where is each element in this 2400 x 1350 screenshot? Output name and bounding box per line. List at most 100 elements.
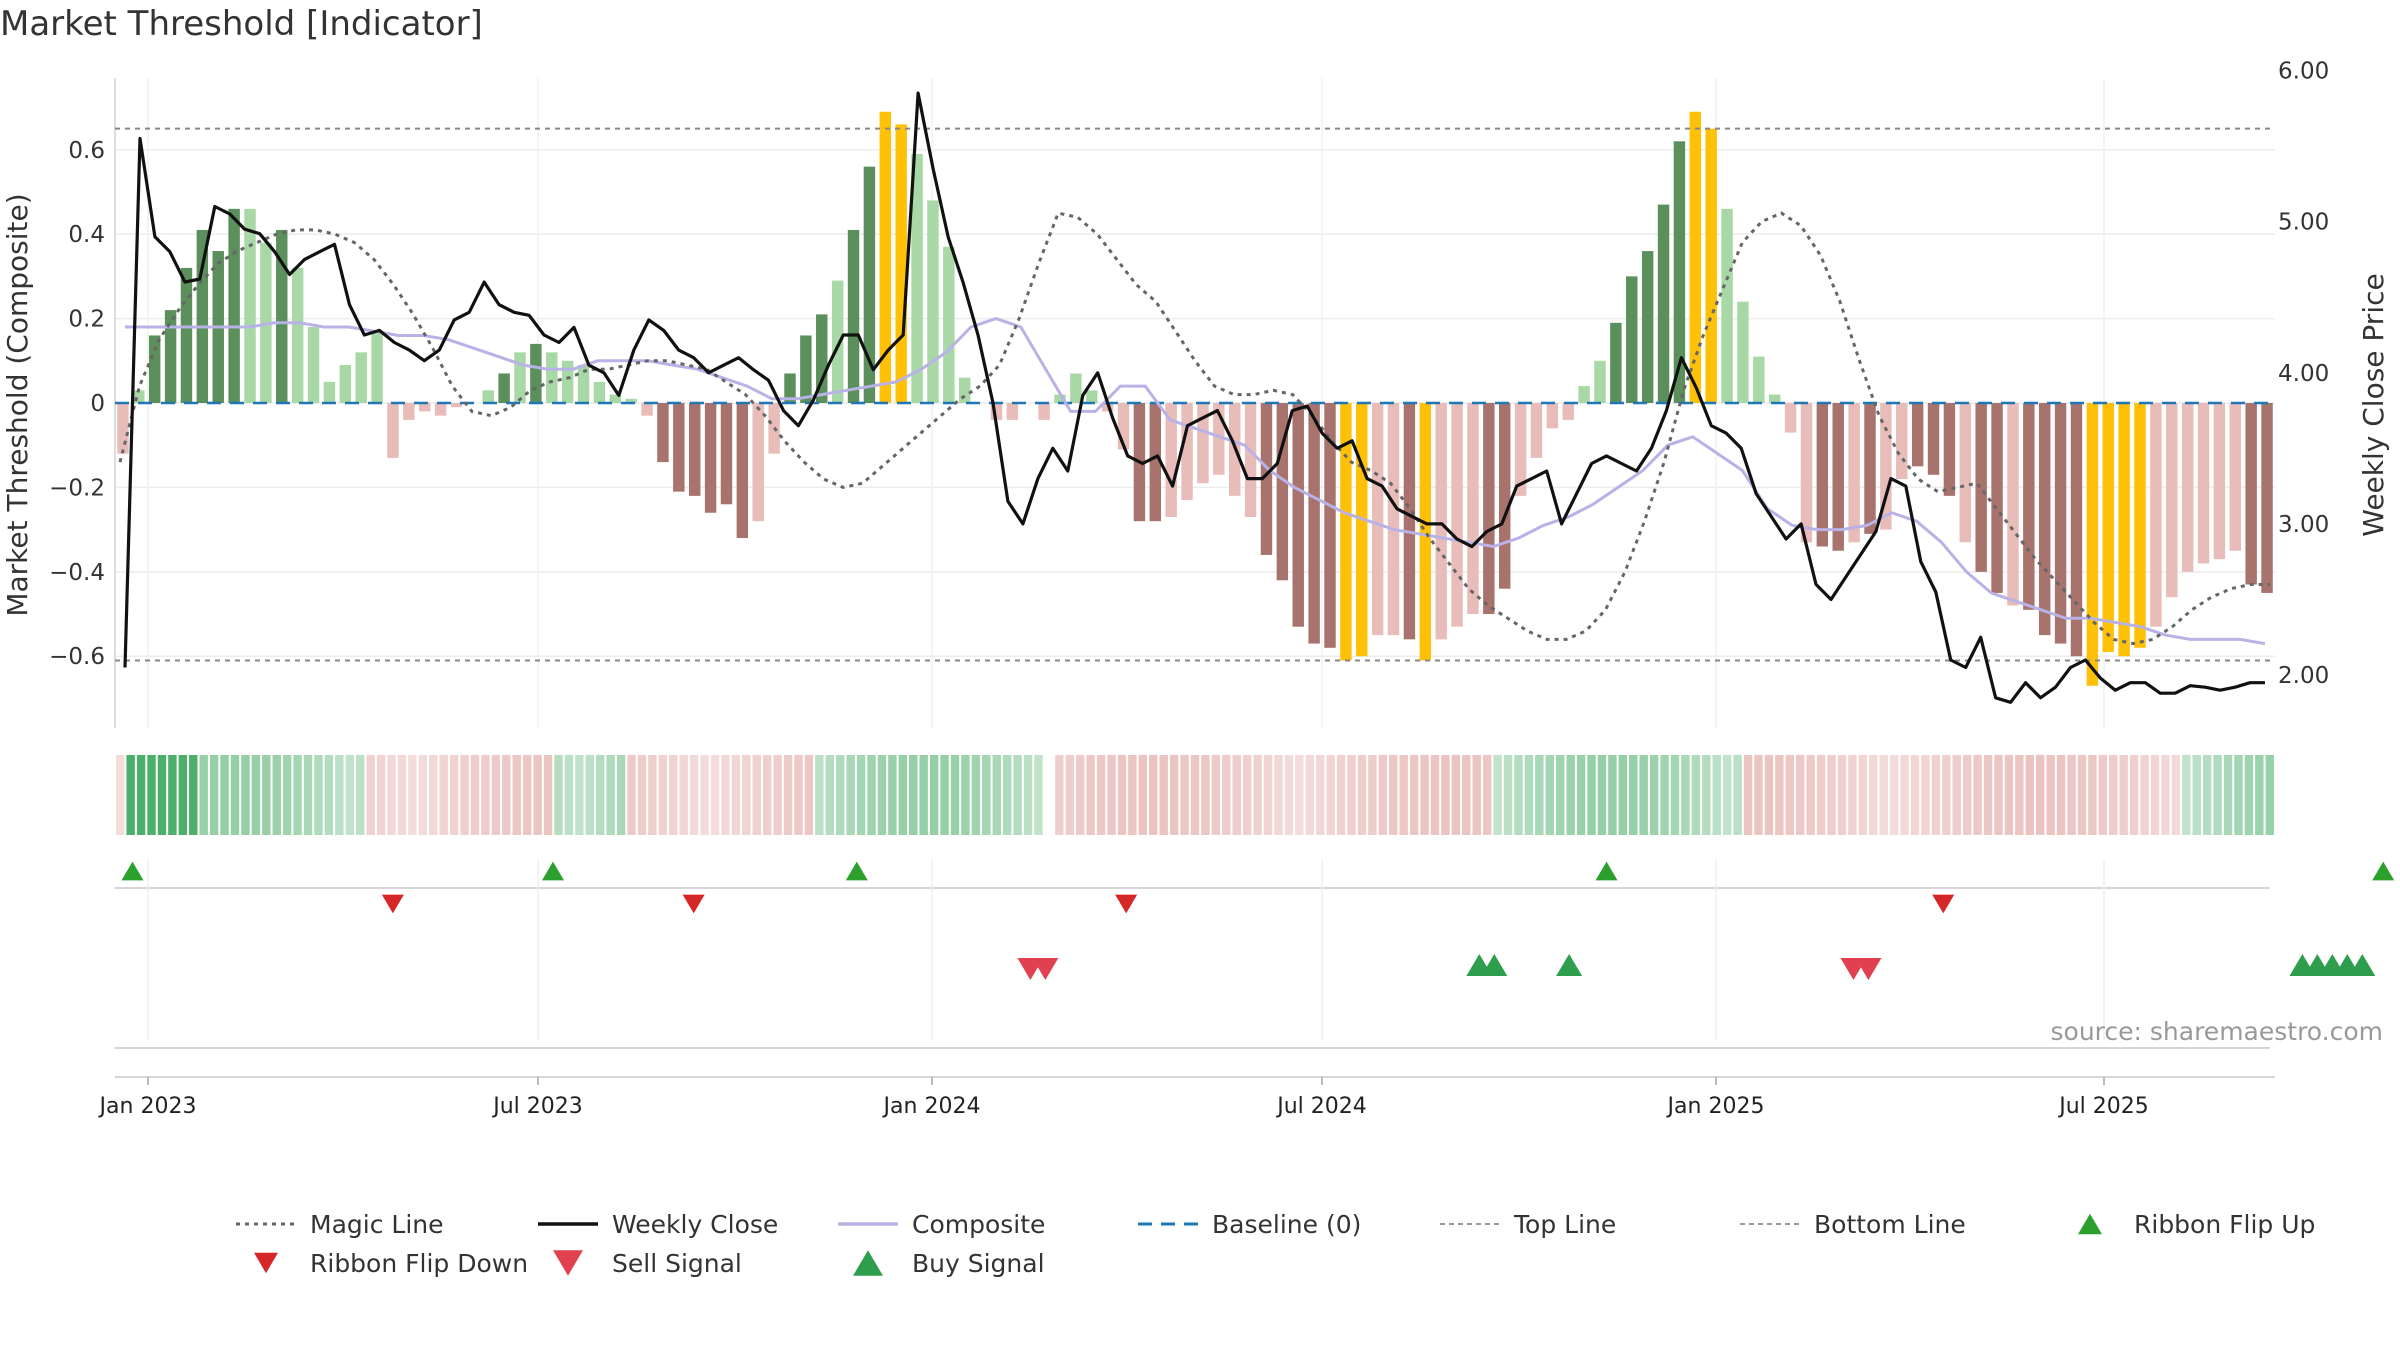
ribbon-cell [1556, 755, 1565, 835]
ribbon-cell [1378, 755, 1388, 835]
ribbon-cell [1858, 755, 1868, 835]
ribbon-cell [1848, 755, 1857, 835]
composite-bar [895, 124, 907, 403]
composite-bar [546, 352, 558, 403]
ribbon-cell [1952, 755, 1961, 835]
ribbon-cell [147, 755, 156, 835]
composite-bar [1006, 403, 1019, 420]
composite-bar [1467, 403, 1479, 615]
ribbon-cell [2192, 755, 2201, 835]
composite-bar [276, 229, 288, 403]
composite-bar [148, 335, 161, 403]
composite-bar [593, 381, 606, 403]
composite-bar [2007, 403, 2019, 606]
ribbon-cell [1096, 755, 1106, 835]
ribbon-cell [2129, 755, 2139, 835]
ribbon-cell [1169, 755, 1179, 835]
composite-bar [530, 343, 542, 403]
ribbon-cell [2046, 755, 2055, 835]
composite-bar [1276, 403, 1289, 581]
ribbon-cell [376, 755, 386, 835]
ribbon-cell [1305, 755, 1314, 835]
composite-bar [1387, 403, 1400, 636]
ribbon-cell [710, 755, 720, 835]
composite-bar [1197, 403, 1209, 484]
ribbon-cell [2140, 755, 2149, 835]
composite-bar [1896, 403, 1908, 479]
ribbon-flip-down-marker [1932, 894, 1955, 914]
ribbon-cell [815, 755, 824, 835]
ribbon-cell [1796, 755, 1805, 835]
ribbon-cell [794, 755, 803, 835]
legend-swatch [254, 1252, 278, 1274]
composite-bar [180, 267, 193, 403]
weekly-close-line [123, 91, 2265, 704]
ribbon-cell [700, 755, 709, 835]
composite-bar [1800, 403, 1813, 543]
legend-item: Sell Signal [553, 1249, 742, 1278]
ribbon-cell [1691, 755, 1701, 835]
ribbon-cell [627, 755, 636, 835]
composite-bar [514, 352, 526, 403]
sell-signal-marker [1032, 957, 1059, 981]
chart-title: Market Threshold [Indicator] [0, 4, 483, 44]
ribbon-cell [1921, 755, 1930, 835]
ribbon-cell [1775, 755, 1784, 835]
ribbon-cell [429, 755, 438, 835]
composite-bar [1594, 360, 1606, 403]
composite-bar [1975, 403, 1987, 572]
composite-bar [561, 360, 574, 403]
legend-item: Top Line [1440, 1210, 1616, 1239]
ribbon-cell [1524, 755, 1534, 835]
ribbon-cell [669, 755, 678, 835]
ribbon-cell [1055, 755, 1064, 835]
ribbon-cell [950, 755, 960, 835]
ribbon-cell [1733, 755, 1742, 835]
composite-bar [1753, 356, 1765, 403]
ribbon-cell [1722, 755, 1732, 835]
ribbon-cell [1013, 755, 1022, 835]
composite-bar [1213, 403, 1225, 475]
ribbon-cell [366, 755, 375, 835]
ribbon-cell [2036, 755, 2045, 835]
ribbon-flip-down-marker [381, 894, 404, 914]
ribbon-cell [1409, 755, 1419, 835]
legend-label: Sell Signal [612, 1249, 742, 1278]
ribbon-cell [209, 755, 219, 835]
ribbon-cell [1180, 755, 1189, 835]
composite-bar [1070, 373, 1082, 403]
ribbon-cell [1493, 755, 1502, 835]
composite-bar [1657, 204, 1670, 403]
y-tick-label: 0.4 [68, 222, 105, 248]
composite-bar [1419, 403, 1432, 661]
composite-bar [1038, 403, 1050, 420]
ribbon-cell [1618, 755, 1628, 835]
ribbon-cell [721, 755, 730, 835]
ribbon-cell [1472, 755, 1481, 835]
composite-bar [1483, 403, 1495, 615]
y2-tick-label: 4.00 [2278, 361, 2329, 387]
ribbon-cell [481, 755, 490, 835]
ribbon-cell [335, 755, 344, 835]
legend-label: Magic Line [310, 1210, 444, 1239]
buy-signal-marker [1481, 953, 1508, 977]
ribbon-cell [460, 755, 469, 835]
ribbon-cell [1117, 755, 1127, 835]
ribbon-flip-up-marker [121, 861, 144, 881]
ribbon-cell [648, 755, 657, 835]
ribbon-cell [856, 755, 866, 835]
ribbon-cell [2265, 755, 2274, 835]
composite-bar [2166, 403, 2178, 598]
ribbon-cell [867, 755, 876, 835]
composite-bar [1324, 403, 1336, 648]
composite-bar [1626, 276, 1638, 403]
ribbon-cell [1023, 755, 1033, 835]
composite-bar [1721, 208, 1733, 403]
composite-bar [1673, 141, 1686, 403]
composite-bar [879, 111, 892, 403]
ribbon-cell [1670, 755, 1680, 835]
ribbon-cell [512, 755, 521, 835]
ribbon-cell [2004, 755, 2014, 835]
ribbon-cell [199, 755, 208, 835]
ribbon-cell [408, 755, 417, 835]
